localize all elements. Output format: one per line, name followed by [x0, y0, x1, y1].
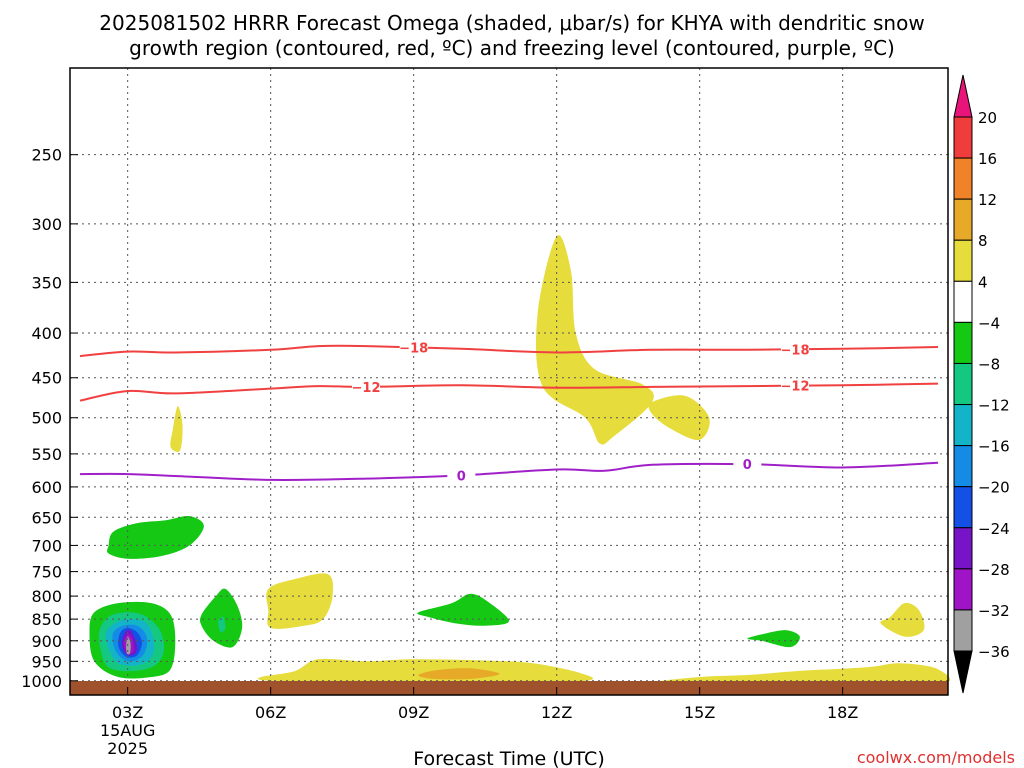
omega-region-11 — [417, 593, 510, 626]
omega-region-12 — [747, 630, 800, 648]
chart-title-line1: 2025081502 HRRR Forecast Omega (shaded, … — [99, 11, 924, 35]
xtick-label-15Z: 15Z — [684, 703, 715, 722]
ytick-label-950: 950 — [31, 652, 62, 671]
contour-label--12-1: −12 — [781, 380, 810, 395]
plot-frame — [69, 67, 949, 696]
xtick-label-18Z: 18Z — [827, 703, 858, 722]
xtick-date-03Z: 15AUG — [100, 721, 155, 740]
contour-label-bg-0-1 — [781, 342, 809, 357]
colorbar-label-2: 12 — [978, 191, 997, 209]
ytick-label-600: 600 — [31, 478, 62, 497]
colorbar-label-7: −12 — [978, 397, 1010, 415]
colorbar-bottom-triangle — [953, 650, 973, 694]
contour-label-bg-0-0 — [399, 340, 428, 355]
colorbar-box-9 — [953, 486, 973, 529]
contour-label-bg-1-1 — [781, 378, 809, 393]
omega-region-1 — [648, 395, 710, 441]
colorbar-label-0: 20 — [978, 109, 997, 127]
ytick-label-250: 250 — [31, 146, 62, 165]
ytick-label-650: 650 — [31, 508, 62, 527]
ytick-label-550: 550 — [31, 445, 62, 464]
contour-line--12 — [79, 382, 939, 402]
colorbar-box-3 — [953, 239, 973, 282]
colorbar-label-12: −32 — [978, 602, 1010, 620]
ytick-label-350: 350 — [31, 273, 62, 292]
contour-label-0-0: 0 — [457, 469, 466, 484]
contour-label--18-0: −18 — [399, 341, 428, 356]
omega-region-7 — [880, 602, 925, 637]
xtick-label-03Z: 03Z — [112, 703, 143, 722]
colorbar-box-0 — [953, 116, 973, 159]
xtick-year-03Z: 2025 — [107, 739, 148, 758]
ytick-label-700: 700 — [31, 536, 62, 555]
colorbar-label-1: 16 — [978, 150, 997, 168]
ytick-label-400: 400 — [31, 324, 62, 343]
colorbar-box-4 — [953, 280, 973, 323]
colorbar-label-5: −4 — [978, 314, 1000, 332]
contour-lines: −18 −18 −12 −12 0 0 — [79, 340, 939, 484]
ytick-label-300: 300 — [31, 215, 62, 234]
colorbar-box-5 — [953, 321, 973, 364]
colorbar-label-4: 4 — [978, 273, 988, 291]
ytick-label-750: 750 — [31, 563, 62, 582]
contour-label-bg-1-0 — [352, 379, 380, 394]
colorbar: 20 16 12 8 4 −4 −8 −12 −16 −20 −24 −28 −32 −36 — [953, 74, 1010, 694]
colorbar-box-8 — [953, 445, 973, 488]
ytick-label-900: 900 — [31, 632, 62, 651]
y-axis-ticks: 250 300 350 400 450 500 550 600 650 700 750 800 850 9… — [21, 146, 78, 691]
ytick-label-850: 850 — [31, 610, 62, 629]
colorbar-box-12 — [953, 609, 973, 652]
colorbar-box-6 — [953, 362, 973, 406]
colorbar-box-10 — [953, 527, 973, 570]
colorbar-box-11 — [953, 568, 973, 611]
colorbar-box-2 — [953, 198, 973, 241]
contour-label--18-1: −18 — [781, 343, 810, 358]
colorbar-top-triangle — [953, 74, 973, 118]
colorbar-box-1 — [953, 157, 973, 200]
colorbar-label-6: −8 — [978, 355, 1000, 373]
colorbar-label-11: −28 — [978, 561, 1010, 579]
x-axis-label: Forecast Time (UTC) — [413, 748, 604, 768]
colorbar-label-8: −16 — [978, 438, 1010, 456]
omega-region-20 — [126, 636, 131, 655]
ytick-label-500: 500 — [31, 409, 62, 428]
colorbar-label-3: 8 — [978, 232, 988, 250]
xtick-label-06Z: 06Z — [255, 703, 286, 722]
ground-strip — [70, 681, 948, 695]
contour-line-0 — [79, 461, 939, 481]
omega-region-8 — [106, 515, 204, 559]
credit-text: coolwx.com/models — [857, 748, 1015, 767]
ytick-label-800: 800 — [31, 587, 62, 606]
ground-fill — [70, 681, 948, 695]
contour-label-bg-2-0 — [447, 468, 476, 483]
ytick-label-1000: 1000 — [21, 672, 62, 691]
omega-region-10 — [218, 616, 226, 633]
contour-label-0-1: 0 — [743, 458, 752, 473]
xtick-label-09Z: 09Z — [398, 703, 429, 722]
colorbar-box-7 — [953, 404, 973, 447]
colorbar-label-9: −20 — [978, 479, 1010, 497]
omega-region-3 — [266, 573, 334, 629]
colorbar-label-13: −36 — [978, 643, 1010, 661]
omega-region-4 — [257, 658, 594, 685]
contour-label--12-0: −12 — [352, 381, 381, 396]
contour-label-bg-2-1 — [733, 457, 762, 472]
chart-title-line2: growth region (contoured, red, ºC) and f… — [129, 36, 895, 60]
omega-shaded-regions — [89, 235, 951, 686]
contour-line--18 — [79, 344, 939, 358]
xtick-label-12Z: 12Z — [541, 703, 572, 722]
grid-lines — [70, 68, 948, 682]
omega-region-0 — [535, 235, 654, 445]
colorbar-label-10: −24 — [978, 520, 1010, 538]
omega-region-5 — [418, 668, 500, 680]
ytick-label-450: 450 — [31, 369, 62, 388]
omega-region-2 — [170, 406, 183, 452]
